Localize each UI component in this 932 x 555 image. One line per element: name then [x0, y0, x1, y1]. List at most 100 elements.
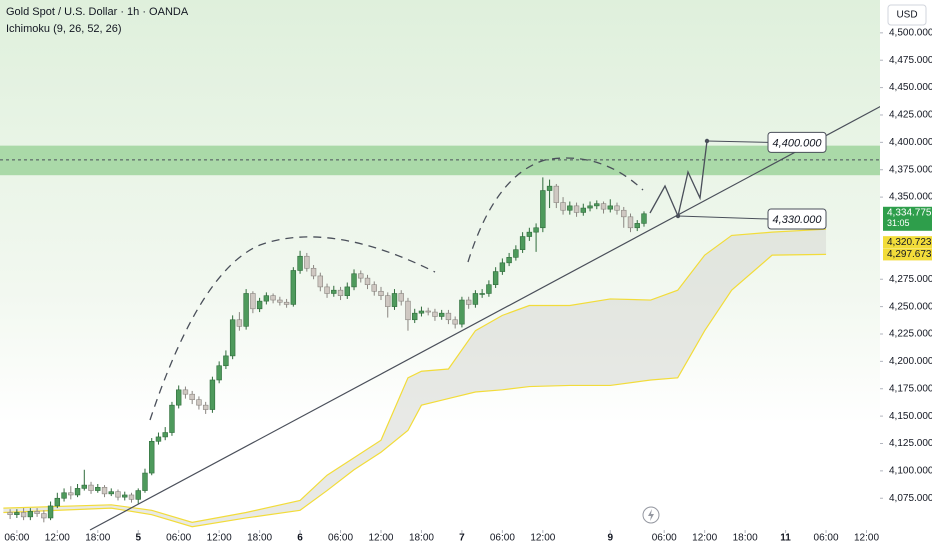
candle-body [614, 205, 620, 211]
indicator: Ichimoku (9, 26, 52, 26) [6, 23, 122, 35]
candle-body [452, 319, 458, 325]
candle-body [499, 262, 506, 272]
candle-body [486, 284, 492, 294]
candle-body [364, 277, 371, 286]
candle-body [277, 299, 283, 303]
x-tick-label: 06:00 [4, 533, 29, 544]
candle-body [519, 236, 526, 250]
candle-body [7, 512, 13, 515]
price-axis [880, 0, 932, 550]
candle-body [351, 273, 357, 288]
candle-body [304, 255, 310, 269]
x-tick-label: 06:00 [814, 533, 839, 544]
candle-body [169, 404, 175, 433]
candle-body [61, 492, 67, 499]
annotation-leader [706, 140, 769, 143]
x-tick-label: 7 [459, 533, 465, 544]
candle-body [492, 271, 499, 286]
candle-body [310, 267, 317, 277]
candle-body [54, 497, 61, 507]
y-tick-label: 4,200.000 [889, 356, 932, 367]
candle-body [412, 312, 418, 321]
chart-title: Gold Spot / U.S. Dollar · 1h · OANDA [6, 6, 189, 18]
candle-body [68, 492, 74, 496]
candle-body [27, 511, 34, 518]
currency-button[interactable] [887, 4, 927, 26]
x-tick-label: 06:00 [490, 533, 515, 544]
candle-body [385, 295, 391, 307]
x-tick-label: 9 [607, 533, 613, 544]
candle-body [142, 472, 148, 491]
currency: USD [896, 10, 917, 21]
candle-body [189, 393, 195, 400]
y-tick-label: 4,100.000 [889, 466, 932, 477]
candle-body [122, 494, 128, 498]
candle-body [128, 494, 135, 500]
candle-body [243, 293, 249, 327]
candle-body [560, 202, 566, 211]
x-tick-label: 11 [780, 533, 791, 544]
candle-body [162, 432, 168, 438]
x-tick-label: 12:00 [368, 533, 393, 544]
span-a [3, 228, 827, 523]
candle-body [594, 203, 600, 207]
candle-body [627, 216, 634, 229]
candle-body [155, 436, 162, 442]
candle-body [95, 486, 101, 491]
y-tick-label: 4,150.000 [889, 411, 932, 422]
resistance-zone [0, 145, 880, 176]
candle-body [573, 205, 580, 213]
y-tick-label: 4,350.000 [889, 192, 932, 203]
candle-body [88, 484, 94, 491]
y-tick-label: 4,375.000 [889, 164, 932, 175]
candle-body [358, 273, 364, 279]
candle-body [236, 319, 243, 327]
candle-body [641, 213, 647, 224]
arc-left [149, 236, 436, 421]
price-label-box [883, 248, 932, 261]
candle-body [196, 399, 202, 406]
candle-body [479, 293, 485, 295]
x-tick-label: 12:00 [854, 533, 879, 544]
x-tick-label: 6 [297, 533, 303, 544]
annotation-label: 4,330.000 [773, 214, 823, 226]
candle-body [223, 355, 229, 367]
x-tick-label: 5 [135, 533, 141, 544]
annotation-label: 4,400.000 [773, 137, 823, 149]
candle-body [607, 205, 613, 210]
candle-body [418, 310, 425, 314]
candle-body [135, 490, 141, 500]
y-tick-label: 4,225.000 [889, 329, 932, 340]
x-tick-label: 12:00 [692, 533, 717, 544]
y-tick-label: 4,175.000 [889, 383, 932, 394]
y-tick-label: 4,125.000 [889, 438, 932, 449]
candle-body [263, 295, 270, 302]
candle-body [209, 379, 216, 410]
candle-body [634, 223, 640, 229]
candle-body [398, 293, 404, 302]
y-tick-label: 4,250.000 [889, 301, 932, 312]
y-tick-label: 4,450.000 [889, 82, 932, 93]
candle-body [34, 511, 40, 514]
annotation-point [704, 138, 710, 144]
candle-body [344, 286, 350, 296]
candle-body [297, 255, 303, 271]
candle-body [229, 319, 236, 357]
candle-body [513, 249, 519, 258]
lightning-icon[interactable] [642, 506, 660, 524]
price-label-box [883, 206, 932, 231]
candle-body [41, 513, 47, 519]
x-tick-label: 12:00 [530, 533, 555, 544]
candle-body [337, 289, 344, 296]
candle-body [108, 491, 114, 495]
candle-body [580, 207, 586, 213]
candle-body [378, 290, 384, 296]
candle-body [202, 404, 209, 410]
candle-body [149, 441, 155, 474]
candle-body [81, 484, 87, 489]
candle-body [283, 301, 290, 305]
x-tick-label: 06:00 [652, 533, 677, 544]
x-tick-label: 18:00 [247, 533, 272, 544]
countdown: 31:05 [887, 218, 910, 228]
